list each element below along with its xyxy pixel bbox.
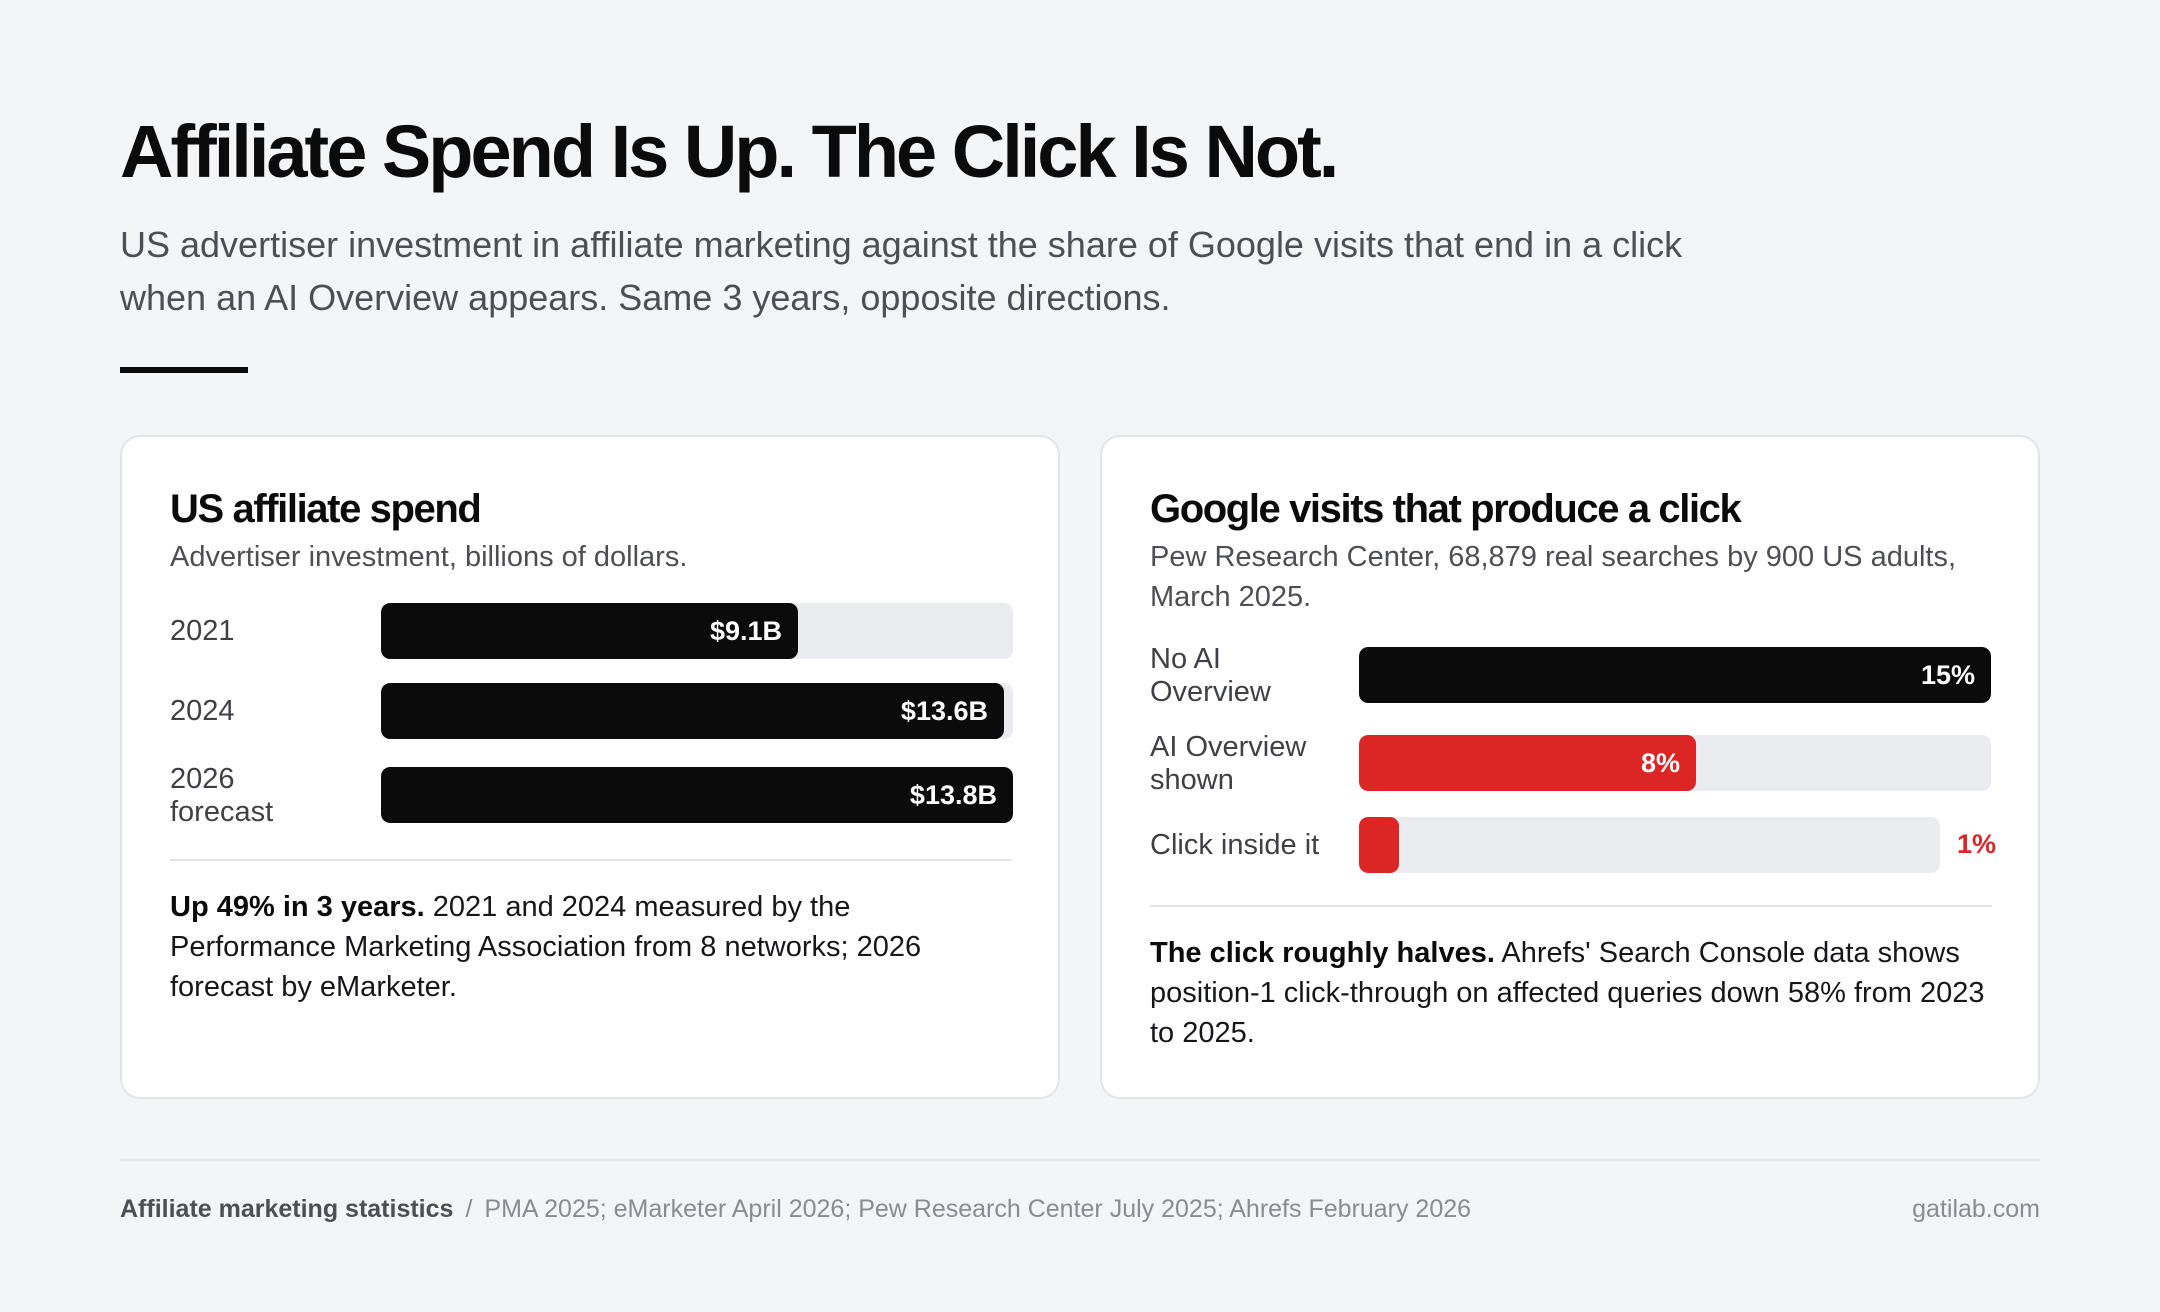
footer-sources: Affiliate marketing statistics / PMA 2025;… <box>120 1194 1471 1224</box>
footer-site-link[interactable]: gatilab.com <box>1912 1195 2040 1223</box>
chart-subtitle: Advertiser investment, billions of dolla… <box>170 541 688 573</box>
title-rule <box>120 367 248 373</box>
bar-row-2026-forecast: 2026 forecast $13.8B <box>170 763 1013 829</box>
card-divider <box>170 859 1012 861</box>
affiliate-spend-card: US affiliate spend Advertiser investment… <box>120 435 1060 1099</box>
category-label: AI Overview shown <box>1150 731 1307 796</box>
note-text: Ahrefs' Search Console data shows positi… <box>1150 937 1985 1049</box>
footer-separator: / <box>465 1195 473 1223</box>
data-label: $9.1B <box>709 615 782 646</box>
bar-no-ai-overview: 15% <box>1359 647 1991 703</box>
chart-note: Up 49% in 3 years. 2021 and 2024 measure… <box>170 887 1012 1007</box>
footer-source-list: PMA 2025; eMarketer April 2026; Pew Rese… <box>484 1195 1472 1223</box>
footer-divider <box>120 1159 2040 1161</box>
category-label: 2024 <box>170 695 235 727</box>
data-label: $13.6B <box>900 695 988 726</box>
page-title: Affiliate Spend Is Up. The Click Is Not. <box>120 110 1339 193</box>
bar-row-2021: 2021 $9.1B <box>170 603 1013 661</box>
chart-subtitle: Pew Research Center, 68,879 real searche… <box>1150 541 1957 613</box>
bar-track: $13.6B <box>381 683 1013 739</box>
bar-track: 15% <box>1359 647 1991 703</box>
bar-row-2024: 2024 $13.6B <box>170 683 1013 741</box>
note-highlight: The click roughly halves. <box>1150 937 1495 969</box>
bar-track: $13.8B <box>381 767 1013 823</box>
google-clicks-card: Google visits that produce a click Pew R… <box>1100 435 2040 1099</box>
note-text: 2021 and 2024 measured by the Performanc… <box>170 891 922 1003</box>
bar-2024: $13.6B <box>381 683 1004 739</box>
chart-title: US affiliate spend <box>170 487 482 531</box>
bar-track: $9.1B <box>381 603 1013 659</box>
chart-note: The click roughly halves. Ahrefs' Search… <box>1150 933 1992 1053</box>
note-highlight: Up 49% in 3 years. <box>170 891 425 923</box>
bar-row-click-inside: Click inside it 1% <box>1150 817 1996 875</box>
bar-track: 8% <box>1359 735 1991 791</box>
footer-label: Affiliate marketing statistics <box>120 1195 454 1223</box>
bar-2026-forecast: $13.8B <box>381 767 1013 823</box>
bar-track <box>1359 817 1940 873</box>
bar-ai-overview-shown: 8% <box>1359 735 1696 791</box>
category-label: Click inside it <box>1150 829 1320 861</box>
card-divider <box>1150 905 1992 907</box>
category-label: 2026 forecast <box>170 763 274 828</box>
page-subtitle: US advertiser investment in affiliate ma… <box>120 224 1683 318</box>
data-label: 1% <box>1957 829 1997 859</box>
bar-click-inside <box>1359 817 1399 873</box>
data-label: 15% <box>1920 659 1975 690</box>
data-label: 8% <box>1640 747 1680 778</box>
bar-row-ai-overview-shown: AI Overview shown 8% <box>1150 731 1992 797</box>
data-label: $13.8B <box>909 779 997 810</box>
bar-2021: $9.1B <box>381 603 798 659</box>
category-label: No AI Overview <box>1150 643 1271 708</box>
chart-title: Google visits that produce a click <box>1150 487 1742 531</box>
category-label: 2021 <box>170 615 235 647</box>
bar-row-no-ai-overview: No AI Overview 15% <box>1150 643 1992 709</box>
